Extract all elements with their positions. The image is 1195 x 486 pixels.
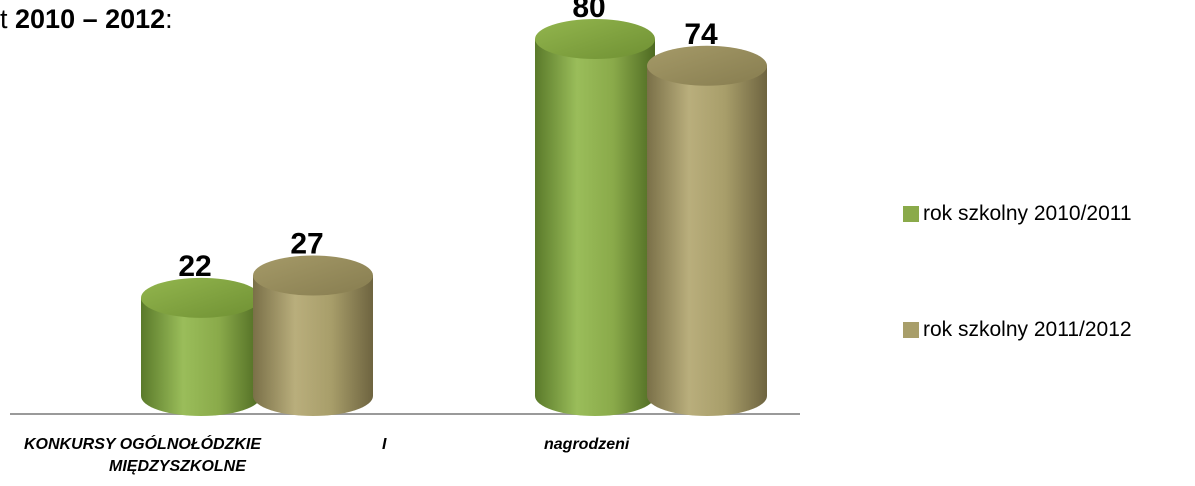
legend-label-2010-2011: rok szkolny 2010/2011	[923, 202, 1132, 225]
data-label-2011-2012-cat2: 74	[684, 18, 718, 51]
legend-swatch-tan	[903, 322, 919, 338]
legend-item-2010-2011: rok szkolny 2010/2011	[903, 202, 1132, 226]
chart-legend: rok szkolny 2010/2011 rok szkolny 2011/2…	[903, 0, 1195, 486]
bar-body	[253, 275, 373, 416]
bar-top	[647, 45, 767, 86]
bar-body	[647, 65, 767, 417]
legend-item-2011-2012: rok szkolny 2011/2012	[903, 318, 1132, 342]
legend-swatch-green	[903, 206, 919, 222]
bar-top	[253, 255, 373, 296]
bar-2010-2011-cat1	[141, 277, 261, 416]
bar-top	[535, 19, 655, 59]
x-label-i: I	[382, 436, 387, 453]
bar-body	[535, 39, 655, 416]
data-label-2011-2012-cat1: 27	[290, 228, 323, 261]
bar-2010-2011-cat2	[535, 19, 655, 416]
x-label-miedzyszkolne: MIĘDZYSZKOLNE	[109, 458, 246, 475]
chart-title: t 2010 – 2012:	[0, 4, 173, 35]
x-label-nagrodzeni: nagrodzeni	[544, 436, 630, 453]
title-suffix: :	[165, 4, 173, 34]
bar-2011-2012-cat2	[647, 45, 767, 417]
x-label-konkursy: KONKURSY OGÓLNOŁÓDZKIE	[24, 436, 262, 453]
legend-label-2011-2012: rok szkolny 2011/2012	[923, 318, 1132, 341]
bar-2011-2012-cat1	[253, 255, 373, 416]
title-years: 2010 – 2012	[15, 4, 166, 34]
bar-chart: 22 27 80 74	[10, 0, 800, 417]
title-prefix: t	[0, 4, 16, 34]
bar-top	[141, 277, 261, 318]
data-label-2010-2011-cat1: 22	[178, 250, 211, 283]
bar-body	[141, 297, 261, 416]
data-label-2010-2011-cat2: 80	[572, 0, 605, 24]
